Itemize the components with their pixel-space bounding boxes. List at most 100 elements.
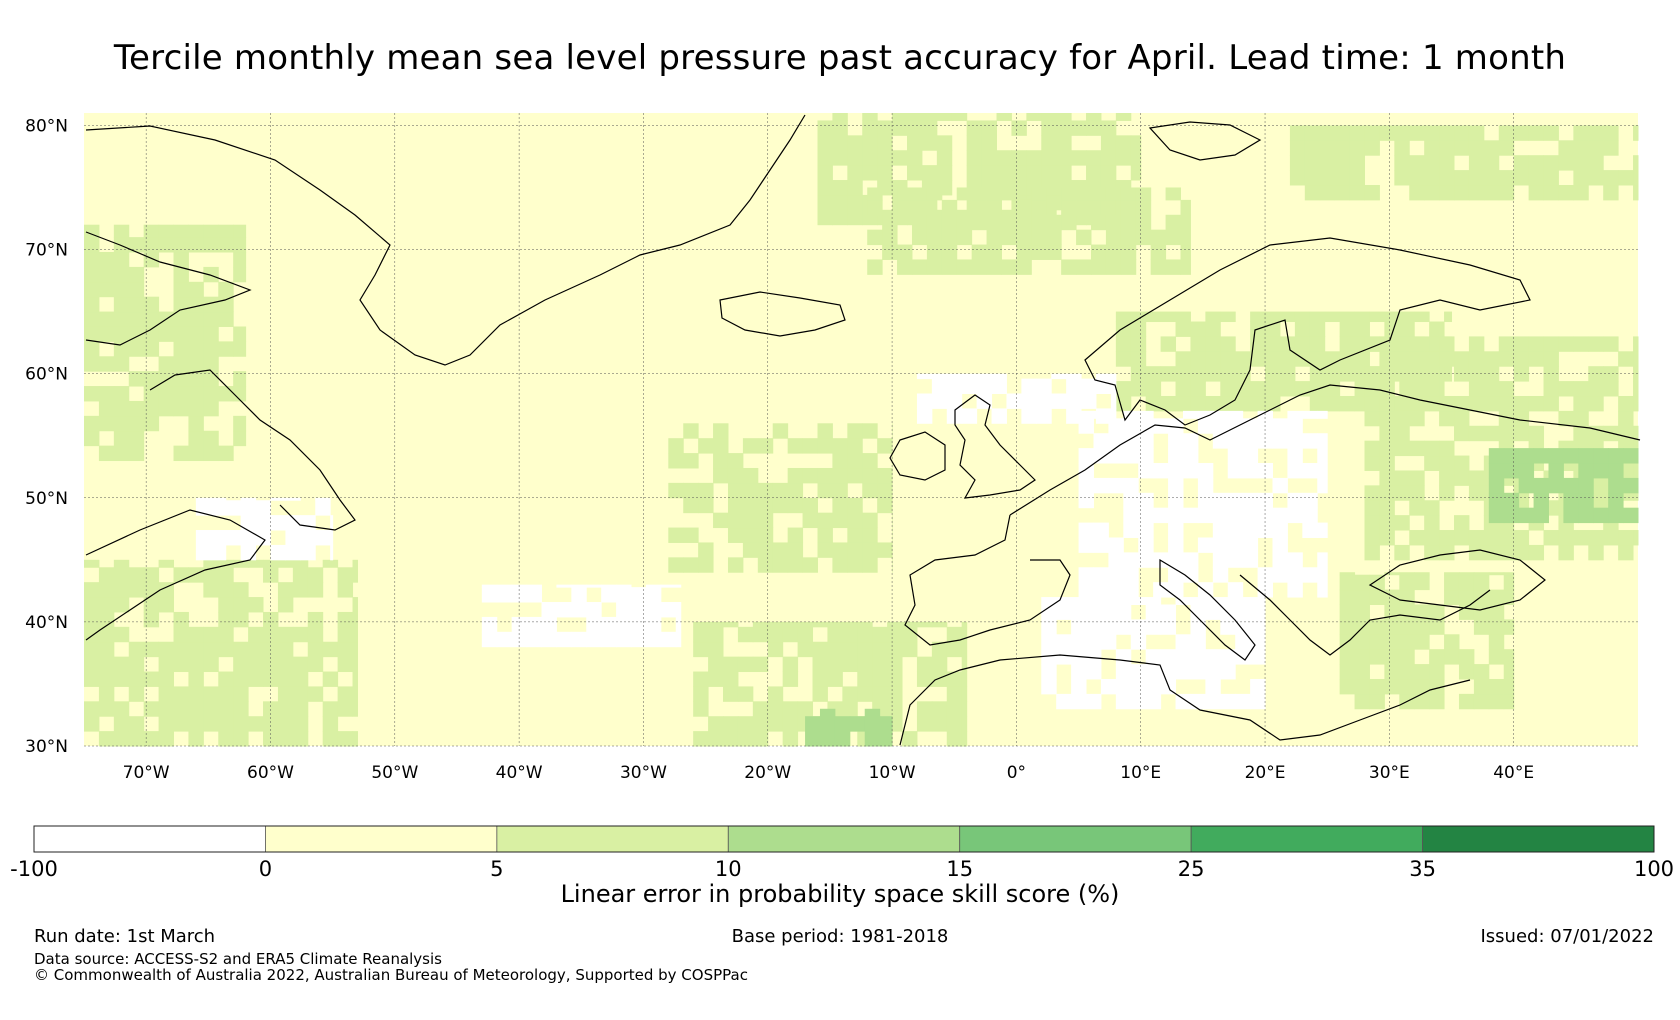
map-cell (1175, 311, 1191, 323)
map-cell (1379, 515, 1395, 531)
map-cell (1168, 522, 1184, 538)
map-cell (188, 626, 204, 643)
map-cell (742, 438, 759, 454)
map-cell (1294, 336, 1311, 352)
map-cell (233, 597, 249, 613)
map-cell (1250, 604, 1266, 620)
map-cell (1384, 619, 1400, 635)
map-cell (842, 626, 858, 643)
map-cell (1429, 678, 1445, 695)
map-cell (1287, 410, 1303, 419)
map-cell (817, 120, 833, 136)
map-cell (1165, 187, 1182, 201)
map-cell (1086, 619, 1102, 635)
map-cell (1618, 530, 1634, 546)
coastline-great-britain (954, 394, 1036, 499)
map-cell (1364, 140, 1380, 156)
map-cell (616, 616, 632, 633)
map-cell (143, 611, 160, 628)
map-cell (1558, 155, 1574, 171)
map-cell (1528, 351, 1545, 367)
map-cell (1399, 572, 1415, 576)
map-cell (961, 641, 968, 658)
map-cell (1488, 693, 1505, 710)
map-cell (218, 559, 234, 568)
map-cell (1317, 552, 1328, 568)
coastline-nova-scotia (85, 509, 266, 641)
map-cell (263, 559, 279, 568)
map-cell (113, 445, 130, 462)
map-cell (1168, 463, 1184, 479)
region-north-atlantic-negative (481, 584, 682, 648)
map-cell (203, 701, 219, 717)
map-cell (752, 701, 769, 717)
map-cell (1100, 597, 1117, 606)
map-cell (1369, 589, 1385, 606)
map-cell (752, 716, 769, 732)
map-cell (1573, 155, 1589, 171)
map-cell (1364, 440, 1380, 457)
map-cell (218, 611, 234, 628)
map-cell (887, 701, 903, 717)
map-cell (322, 671, 339, 687)
map-cell (1227, 507, 1244, 524)
map-cell (1424, 125, 1440, 141)
map-cell (1056, 113, 1072, 121)
lat-tick-label: 30°N (25, 737, 68, 757)
map-cell (1558, 544, 1574, 561)
map-cell (496, 631, 513, 648)
map-cell (158, 656, 175, 673)
map-cell (556, 631, 572, 648)
map-cell (1603, 530, 1619, 546)
map-cell (352, 611, 359, 628)
map-cell (1488, 649, 1505, 665)
map-cell (931, 671, 948, 687)
map-cell (1488, 572, 1505, 576)
map-cell (1528, 336, 1545, 352)
map-cell (772, 497, 789, 514)
map-cell (128, 266, 145, 283)
map-cell (113, 430, 130, 447)
map-cell (98, 567, 115, 583)
map-cell (1394, 155, 1410, 171)
map-cell (143, 641, 160, 658)
map-cell (936, 165, 953, 181)
map-cell (1100, 604, 1117, 620)
map-cell (1424, 155, 1440, 171)
map-cell (1364, 485, 1380, 501)
map-cell (307, 611, 324, 628)
map-cell (1066, 378, 1082, 395)
map-cell (337, 611, 354, 628)
map-cell (727, 557, 744, 573)
map-cell (113, 701, 130, 717)
map-cell (817, 512, 833, 529)
map-cell (1153, 582, 1169, 598)
map-cell (240, 530, 257, 546)
map-cell (1633, 184, 1639, 201)
map-cell (1394, 425, 1410, 442)
map-cell (708, 656, 724, 673)
map-cell (986, 187, 1002, 201)
map-cell (675, 631, 682, 648)
map-cell (1041, 664, 1057, 680)
map-cell (708, 626, 724, 643)
map-cell (1334, 125, 1351, 141)
map-cell (586, 616, 602, 633)
map-cell (1150, 259, 1167, 275)
map-cell (210, 530, 227, 546)
map-cell (113, 266, 130, 283)
map-cell (1168, 537, 1184, 553)
map-cell (218, 597, 234, 613)
map-cell (218, 626, 234, 643)
map-cell (1011, 165, 1027, 181)
map-cell (1061, 187, 1077, 201)
map-cell (645, 584, 662, 588)
map-cell (1429, 619, 1445, 635)
map-cell (233, 237, 247, 253)
map-cell (1180, 199, 1191, 216)
map-cell (1150, 244, 1167, 260)
map-cell (128, 400, 145, 417)
map-cell (782, 701, 799, 717)
map-cell (1488, 463, 1505, 479)
coastline-iberia (904, 514, 1071, 646)
